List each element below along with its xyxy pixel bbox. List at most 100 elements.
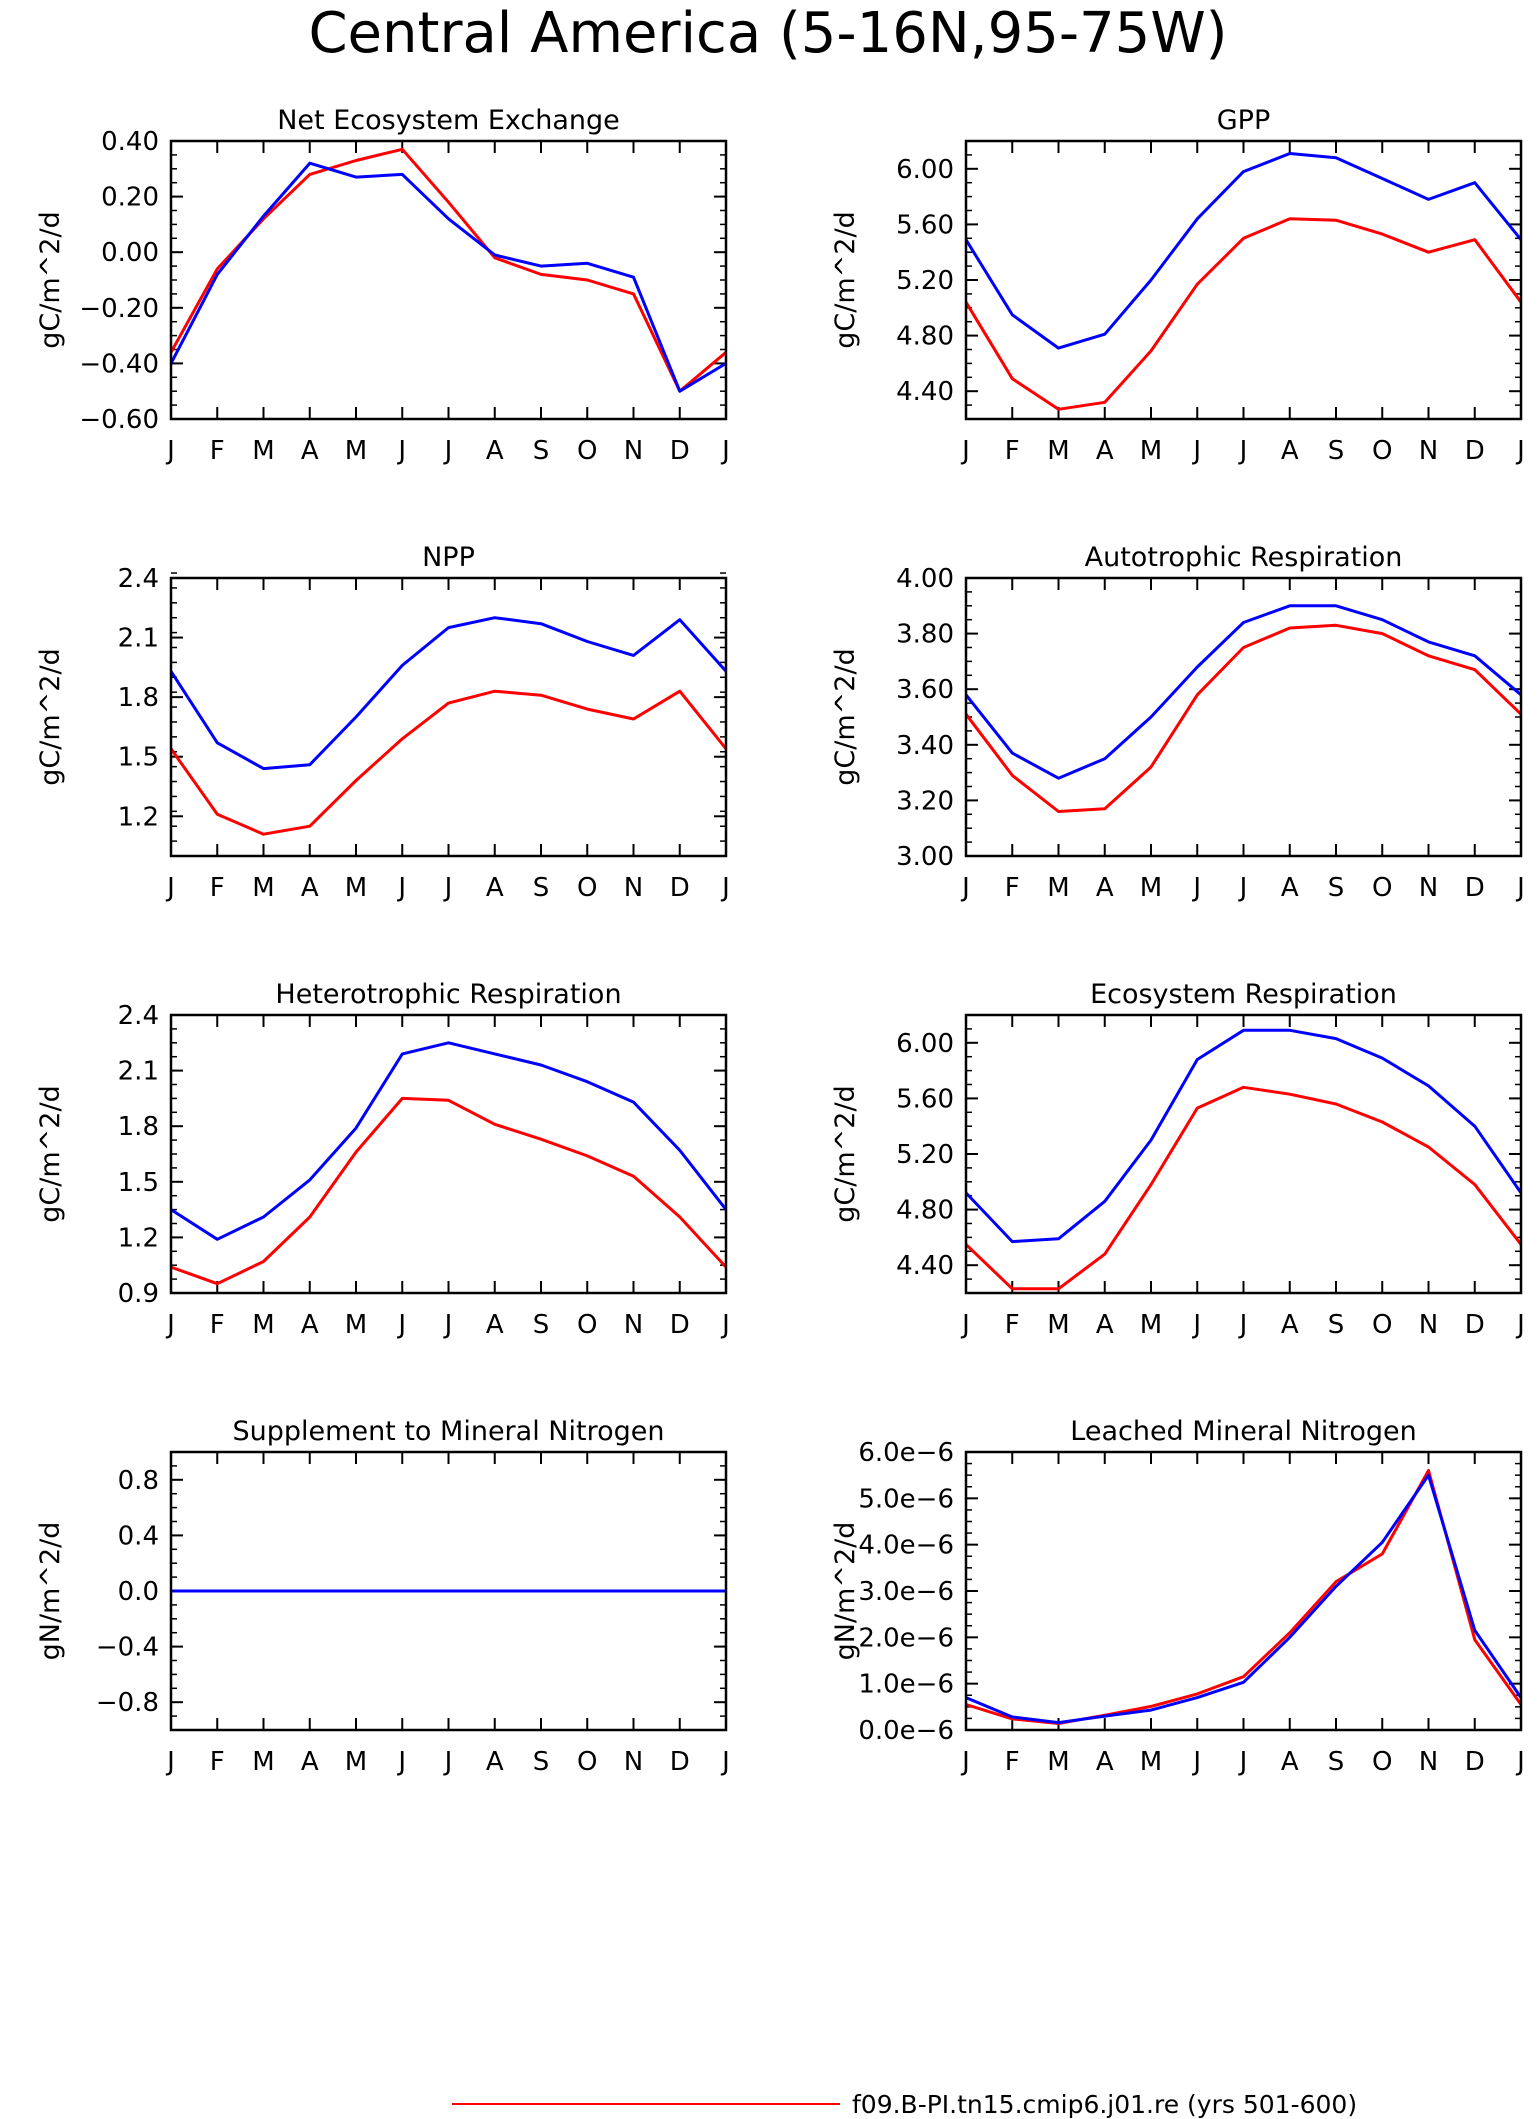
x-tick-label: A [1281, 1310, 1299, 1340]
x-tick-label: A [1096, 1310, 1114, 1340]
x-tick-label: D [670, 873, 690, 903]
series-line-blue [964, 152, 1523, 350]
x-tick-label: A [1281, 873, 1299, 903]
x-tick-label: M [252, 436, 274, 466]
x-tick-label: A [301, 1747, 319, 1777]
x-tick-label: A [301, 873, 319, 903]
y-tick-label: 3.20 [896, 786, 954, 816]
y-tick-label: 1.5 [118, 743, 159, 773]
series-line-red [170, 1096, 728, 1286]
x-tick-label: J [960, 1747, 970, 1777]
y-tick-label: −0.20 [79, 294, 159, 324]
x-tick-label: F [1005, 1747, 1020, 1777]
panel-autotrophic-respiration: Autotrophic Respiration gC/m^2/d 3.00 3.20 3… [830, 542, 1525, 903]
x-tick-label: A [1096, 1747, 1114, 1777]
x-tick-label: N [624, 436, 643, 466]
x-tick-label: J [1238, 436, 1248, 466]
x-tick-label: M [1047, 873, 1069, 903]
y-tick-label: 4.80 [896, 1196, 954, 1226]
x-tick-label: M [345, 436, 367, 466]
y-tick-label: 1.2 [118, 1223, 159, 1253]
x-tick-label: J [1515, 1747, 1525, 1777]
x-tick-label: F [210, 436, 225, 466]
y-tick-label: 1.2 [118, 802, 159, 832]
series-line-blue [170, 1041, 728, 1241]
x-tick-label: A [1096, 436, 1114, 466]
x-tick-label: O [577, 1310, 597, 1340]
panel-heterotrophic-respiration: Heterotrophic Respiration gC/m^2/d 0.9 1.2 1… [35, 979, 730, 1340]
x-tick-label: J [1515, 873, 1525, 903]
x-tick-label: J [1238, 1747, 1248, 1777]
x-tick-label: F [210, 873, 225, 903]
x-tick-label: D [670, 1747, 690, 1777]
x-tick-label: N [1419, 873, 1438, 903]
x-tick-label: D [670, 436, 690, 466]
x-tick-label: M [1140, 873, 1162, 903]
x-tick-label: D [1465, 436, 1485, 466]
x-tick-label: O [1372, 873, 1392, 903]
y-tick-label: 3.60 [896, 675, 954, 705]
panel-title: Autotrophic Respiration [1085, 542, 1403, 573]
y-tick-label: 4.40 [896, 377, 954, 407]
x-tick-label: J [165, 1747, 175, 1777]
x-tick-label: O [1372, 1310, 1392, 1340]
y-tick-label: 0.8 [118, 1466, 159, 1496]
x-tick-label: S [1328, 1310, 1345, 1340]
y-tick-label: 0.9 [118, 1279, 159, 1309]
x-tick-label: M [1140, 1747, 1162, 1777]
panel-title: NPP [422, 542, 475, 573]
x-tick-label: D [1465, 1747, 1485, 1777]
x-tick-label: O [1372, 1747, 1392, 1777]
x-tick-label: O [577, 873, 597, 903]
x-tick-label: M [1047, 1747, 1069, 1777]
figure-title: Central America (5-16N,95-75W) [308, 1, 1227, 66]
y-tick-label: −0.40 [79, 349, 159, 379]
y-axis-label: gN/m^2/d [35, 1522, 66, 1661]
x-tick-label: S [1328, 873, 1345, 903]
x-tick-label: S [533, 873, 550, 903]
x-tick-label: J [396, 873, 406, 903]
y-tick-label: 2.0e−6 [858, 1623, 954, 1653]
legend-label: f09.B-PI.tn15.cmip6.j01.re (yrs 501-600) [852, 2090, 1357, 2119]
x-tick-label: A [1281, 1747, 1299, 1777]
x-tick-label: D [670, 1310, 690, 1340]
x-tick-label: J [1191, 1310, 1201, 1340]
y-tick-label: 2.4 [118, 564, 159, 594]
x-tick-label: F [1005, 436, 1020, 466]
y-tick-label: 0.00 [101, 238, 159, 268]
y-axis-label: gC/m^2/d [35, 648, 66, 785]
y-tick-label: 3.80 [896, 620, 954, 650]
series-line-blue [169, 161, 727, 393]
panel-leached-mineral-nitrogen: Leached Mineral Nitrogen gN/m^2/d 0.0e−6 1.… [830, 1416, 1525, 1777]
x-tick-label: J [165, 1310, 175, 1340]
y-tick-label: 3.40 [896, 731, 954, 761]
y-tick-label: 5.20 [896, 1140, 954, 1170]
x-tick-label: A [301, 436, 319, 466]
x-tick-label: J [396, 1310, 406, 1340]
x-tick-label: N [624, 1310, 643, 1340]
x-tick-label: N [1419, 1747, 1438, 1777]
y-tick-label: 5.0e−6 [858, 1484, 954, 1514]
y-tick-label: 4.80 [896, 322, 954, 352]
y-tick-label: 0.0 [118, 1577, 159, 1607]
x-tick-label: O [1372, 436, 1392, 466]
y-tick-label: 4.00 [896, 564, 954, 594]
y-tick-label: 0.40 [101, 127, 159, 157]
x-tick-label: O [577, 1747, 597, 1777]
panel-title: Heterotrophic Respiration [275, 979, 621, 1010]
y-tick-label: −0.60 [79, 405, 159, 435]
x-tick-label: J [1191, 873, 1201, 903]
panel-title: Net Ecosystem Exchange [277, 105, 620, 136]
x-tick-label: J [720, 1310, 730, 1340]
x-tick-label: F [1005, 873, 1020, 903]
x-tick-label: A [486, 873, 504, 903]
y-tick-label: −0.8 [96, 1688, 159, 1718]
y-axis-label: gC/m^2/d [35, 211, 66, 348]
x-tick-label: F [210, 1310, 225, 1340]
series-line-red [964, 623, 1523, 813]
x-tick-label: D [1465, 1310, 1485, 1340]
x-tick-label: M [345, 1310, 367, 1340]
y-tick-label: 2.4 [118, 1001, 159, 1031]
